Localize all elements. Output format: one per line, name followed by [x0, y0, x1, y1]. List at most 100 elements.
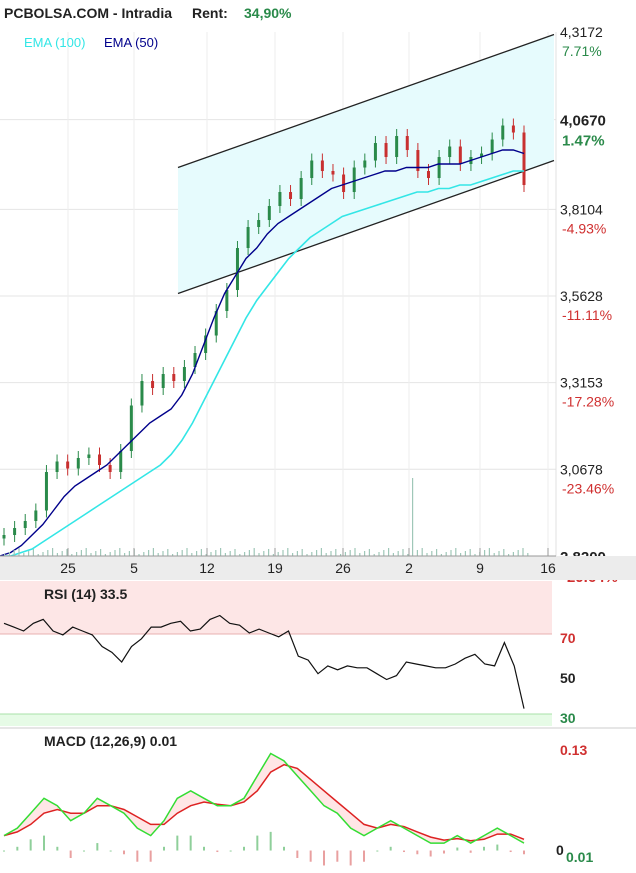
volume-bar [440, 554, 442, 556]
candle-body [331, 171, 335, 175]
macd-hist-bar [256, 835, 259, 851]
legend-ema100: EMA (100) [24, 35, 85, 50]
volume-bar [100, 549, 102, 556]
price-tick-pct: -4.93% [562, 220, 606, 236]
volume-bar [488, 548, 490, 556]
price-grid [0, 32, 557, 556]
volume-bar [397, 551, 399, 556]
candle-body [299, 178, 303, 200]
x-axis-band [0, 556, 636, 580]
volume-bar [272, 554, 274, 556]
candle-body [225, 290, 229, 312]
volume-bar [196, 551, 198, 556]
macd-hist-bar [309, 850, 312, 862]
price-tick-label: 3,8104 [560, 201, 603, 217]
volume-bar [143, 552, 145, 556]
volume-bar [258, 553, 260, 556]
candle-body [151, 381, 155, 389]
rent-label: Rent: [192, 5, 228, 21]
macd-hist-bar [96, 843, 99, 851]
candle-body [2, 535, 6, 539]
candle-body [267, 206, 271, 221]
volume-bar [13, 550, 15, 556]
volume-bar [378, 552, 380, 556]
price-tick-pct: -11.11% [562, 307, 612, 323]
volume-bar [32, 549, 34, 556]
price-tick-label: 3,5628 [560, 288, 603, 304]
volume-bar [61, 551, 63, 556]
volume-bar [325, 553, 327, 556]
volume-bar [176, 552, 178, 556]
volume-bar [335, 549, 337, 556]
macd-hist-bar [229, 850, 232, 852]
volume-bar [66, 549, 68, 556]
volume-bar [162, 551, 164, 556]
price-tick-label: 3,0678 [560, 461, 603, 477]
ema100-line [0, 170, 524, 557]
x-tick-label: 25 [60, 560, 76, 576]
volume-bar [522, 548, 524, 556]
x-tick-label: 19 [267, 560, 283, 576]
volume-bar [316, 550, 318, 556]
macd-tick-last: 0.01 [566, 849, 593, 865]
candle-body [23, 521, 27, 529]
site-title: PCBOLSA.COM - Intradia [4, 5, 172, 21]
volume-bar [320, 548, 322, 556]
volume-bar [349, 550, 351, 556]
volume-bar [306, 554, 308, 556]
volume-bar [186, 548, 188, 556]
macd-hist-bar [203, 846, 205, 851]
volume-bar [493, 553, 495, 556]
rsi-path [3, 614, 525, 709]
candle-body [278, 192, 282, 207]
signal-line [3, 763, 525, 842]
volume-bar [148, 550, 150, 556]
macd-hist-bar [403, 850, 405, 853]
volume-bar [268, 549, 270, 556]
macd-hist-bar [69, 850, 72, 858]
candles [2, 118, 526, 546]
volume-bar [460, 553, 462, 556]
candle-body [395, 136, 399, 158]
volume-bar [152, 548, 154, 556]
x-tick-label: 16 [540, 560, 556, 576]
volume-bar [503, 549, 505, 556]
price-tick-pct: 7.71% [562, 43, 602, 59]
volume-bar [421, 548, 423, 556]
volume-bar [388, 548, 390, 556]
macd-hist-bar [363, 850, 365, 862]
candle-body [76, 458, 80, 469]
candle-body [363, 160, 367, 168]
volume-bar [172, 554, 174, 556]
volume-bar [248, 550, 250, 556]
candle-body [426, 171, 430, 179]
volume-bar [512, 552, 514, 556]
volume-bar [200, 549, 202, 556]
volume-bar [426, 553, 428, 556]
volume-bar [167, 549, 169, 556]
x-tick-label: 5 [130, 560, 138, 576]
volume-bar [431, 551, 433, 556]
volume-bar [392, 553, 394, 556]
rsi-overbought-zone [0, 581, 552, 634]
rent-value: 34,90% [244, 5, 292, 21]
macd-hist-bar [456, 847, 459, 851]
volume-bar [263, 551, 265, 556]
volume-bar [90, 553, 92, 556]
candle-body [66, 461, 70, 469]
candle-body [119, 451, 123, 473]
macd-hist-bar [469, 850, 472, 853]
volume-bar [8, 552, 10, 556]
volume-bar [191, 553, 193, 556]
volume-bar [498, 551, 500, 556]
price-tick-label: 4,0670 [560, 113, 606, 130]
volume-bar [455, 548, 457, 556]
x-tick-label: 2 [405, 560, 413, 576]
macd-hist-bar [123, 850, 125, 855]
macd-hist-bar [416, 850, 419, 855]
candle-body [511, 125, 515, 133]
macd-hist-bar [189, 835, 192, 851]
macd-hist-bar [496, 844, 499, 851]
volume-bar [244, 552, 246, 556]
